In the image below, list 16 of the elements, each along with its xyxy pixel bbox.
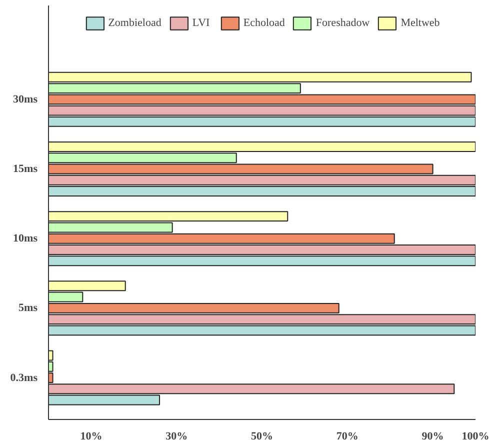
- legend-label: Zombieload: [108, 17, 162, 29]
- x-tick-label: 30%: [166, 430, 188, 442]
- y-tick-label: 10ms: [13, 232, 38, 245]
- y-tick-label: 5ms: [18, 302, 38, 314]
- x-tick-label: 10%: [80, 430, 102, 442]
- y-tick-label: 0.3ms: [10, 372, 38, 384]
- legend-label: Meltweb: [400, 17, 440, 29]
- x-tick-label: 50%: [251, 430, 273, 442]
- x-tick-label: 70%: [336, 430, 358, 442]
- y-tick-label: 15ms: [13, 163, 38, 176]
- legend-label: Echoload: [243, 17, 285, 29]
- x-tick-label: 90%: [422, 430, 444, 442]
- legend-label: Foreshadow: [316, 17, 370, 29]
- x-tick-label: 100%: [462, 430, 489, 442]
- legend-label: LVI: [192, 17, 211, 29]
- y-tick-label: 30ms: [13, 93, 38, 106]
